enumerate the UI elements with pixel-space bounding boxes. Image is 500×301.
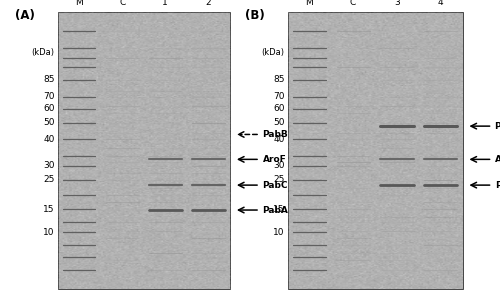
Text: (kDa): (kDa) xyxy=(32,48,54,57)
Text: 85: 85 xyxy=(43,75,54,84)
Text: PabC: PabC xyxy=(262,181,288,190)
Bar xyxy=(288,12,463,289)
Text: 25: 25 xyxy=(273,175,284,184)
Text: PabA: PabA xyxy=(262,206,288,215)
Text: 2: 2 xyxy=(206,0,211,7)
Text: 3: 3 xyxy=(394,0,400,7)
Text: 40: 40 xyxy=(273,135,284,144)
Text: 40: 40 xyxy=(43,135,54,144)
Text: 30: 30 xyxy=(273,161,284,170)
Text: 60: 60 xyxy=(43,104,54,113)
Text: 10: 10 xyxy=(273,228,284,237)
Text: 70: 70 xyxy=(273,92,284,101)
Text: 4: 4 xyxy=(438,0,444,7)
Text: 60: 60 xyxy=(273,104,284,113)
Text: 70: 70 xyxy=(43,92,54,101)
Text: (A): (A) xyxy=(15,9,35,22)
Text: 1: 1 xyxy=(162,0,168,7)
Text: AroF: AroF xyxy=(495,155,500,164)
Text: 50: 50 xyxy=(273,118,284,127)
Text: 10: 10 xyxy=(43,228,54,237)
Text: 50: 50 xyxy=(43,118,54,127)
Bar xyxy=(58,12,230,289)
Text: (kDa): (kDa) xyxy=(262,48,284,57)
Text: PabC: PabC xyxy=(495,181,500,190)
Text: 25: 25 xyxy=(43,175,54,184)
Text: 15: 15 xyxy=(273,205,284,214)
Text: C: C xyxy=(119,0,126,7)
Text: PabB: PabB xyxy=(262,130,288,139)
Text: M: M xyxy=(306,0,313,7)
Text: 15: 15 xyxy=(43,205,54,214)
Text: (B): (B) xyxy=(245,9,265,22)
Text: 30: 30 xyxy=(43,161,54,170)
Text: AroF: AroF xyxy=(262,155,286,164)
Text: C: C xyxy=(350,0,356,7)
Text: M: M xyxy=(75,0,83,7)
Text: PabAB (ce): PabAB (ce) xyxy=(495,122,500,131)
Text: 85: 85 xyxy=(273,75,284,84)
